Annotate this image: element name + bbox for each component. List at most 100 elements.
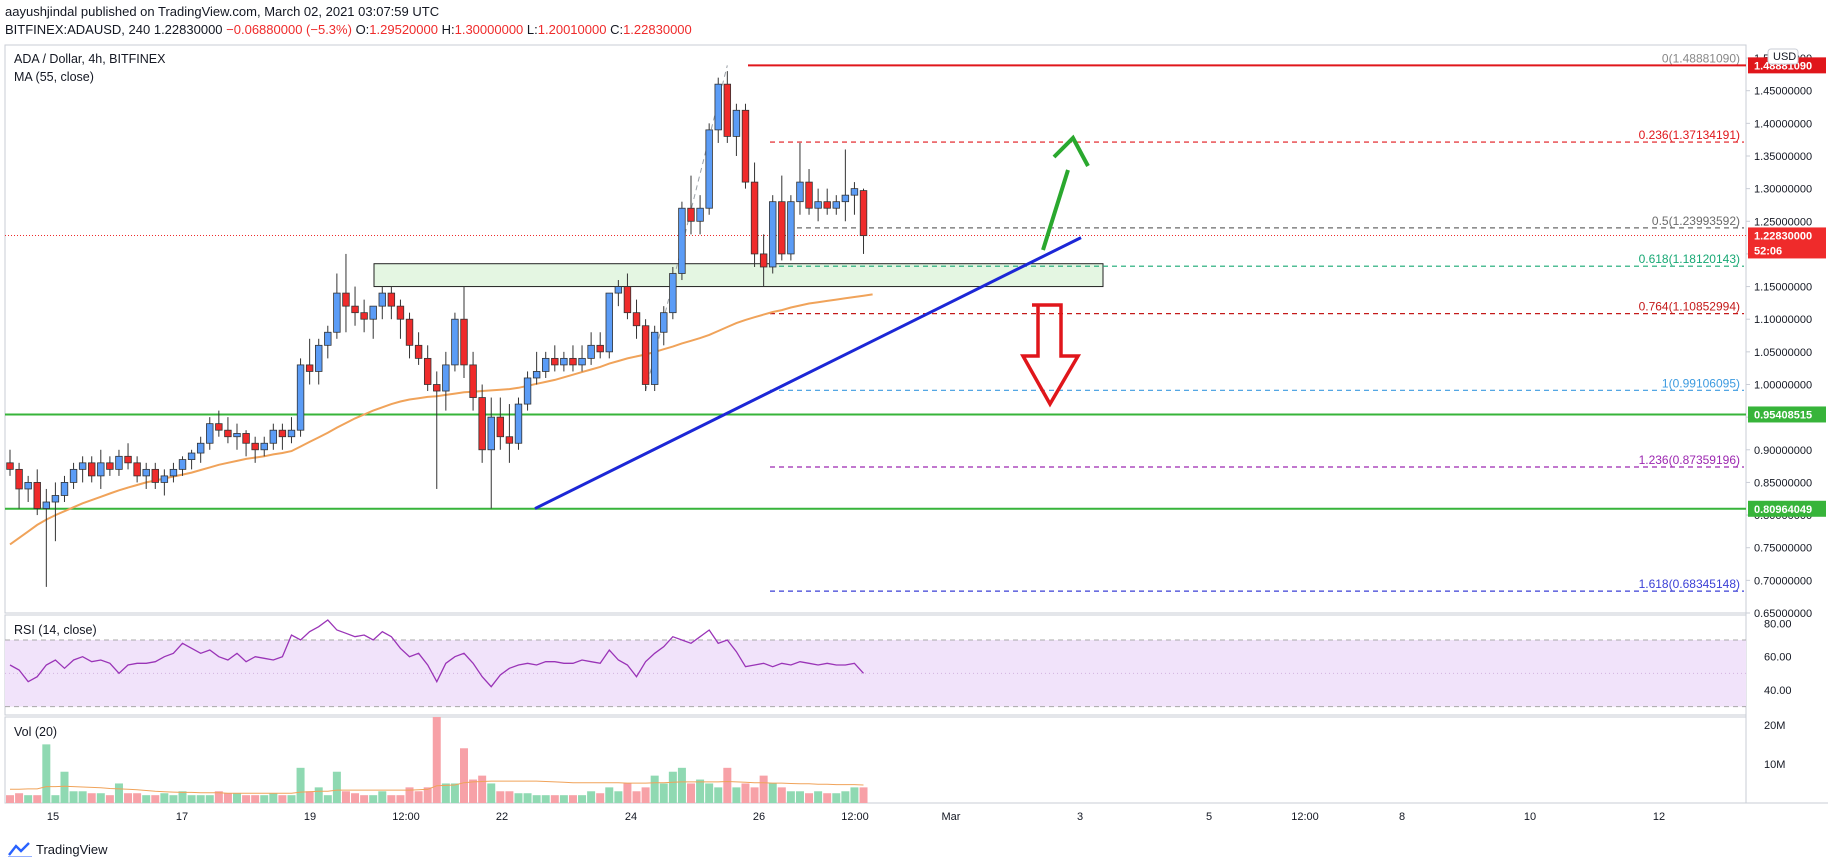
volume-bar (659, 783, 668, 803)
volume-bar (351, 793, 360, 803)
fib-level-0.236-label: 0.236(1.37134191) (1639, 128, 1740, 142)
price-tick-label: 1.45000000 (1754, 86, 1812, 98)
volume-bar (360, 795, 369, 803)
volume-bar (478, 775, 487, 803)
candle-body (632, 312, 641, 327)
fib-level-0-label: 0(1.48881090) (1662, 51, 1740, 65)
candle-body (542, 357, 550, 372)
price-pane[interactable] (4, 44, 1747, 614)
time-tick-label: 8 (1399, 811, 1405, 823)
volume-bar (341, 791, 350, 803)
volume-bar (832, 793, 841, 803)
volume-bar (450, 783, 459, 803)
candle-body (51, 495, 60, 503)
candle-body (342, 292, 350, 307)
rsi-line (9, 619, 864, 688)
volume-bar (777, 787, 786, 803)
candle-body (133, 462, 141, 477)
rsi-tick-label: 60.00 (1764, 652, 1792, 664)
open-label: O: (355, 22, 370, 37)
uptrend-line (534, 236, 1082, 510)
candle-body (614, 286, 623, 294)
symbol-name: BITFINEX:ADAUSD, 240 (5, 22, 151, 37)
volume-bar (87, 793, 96, 803)
volume-bar (332, 771, 341, 803)
candle-body (69, 468, 78, 483)
price-tick-label: 1.10000000 (1754, 314, 1812, 326)
volume-bar (814, 791, 823, 803)
volume-layer: 10M 20M (6, 717, 1785, 803)
candle-body (269, 429, 278, 444)
price-tag-box (1748, 242, 1826, 259)
candle-body (796, 181, 804, 203)
volume-bar (323, 795, 332, 803)
volume-bar (314, 787, 323, 803)
candle-body (623, 286, 632, 314)
volume-bar (42, 744, 51, 803)
volume-bar (650, 775, 659, 803)
volume-bar (578, 795, 587, 803)
low-value: 1.20010000 (537, 22, 607, 37)
candle-body (251, 442, 259, 451)
time-axis-layer[interactable]: 15 17 19 12:00 22 24 26 12:00 Mar 3 5 12:00 8 10 12 (47, 811, 1665, 823)
candle-body (732, 109, 741, 137)
volume-bar (223, 793, 232, 803)
low-label: L: (526, 22, 538, 37)
candle-body (369, 305, 377, 320)
candle-body (787, 201, 795, 255)
candle-body (841, 194, 850, 203)
volume-bar (369, 795, 378, 803)
price-tick-label: 0.85000000 (1754, 477, 1812, 489)
candle-body (15, 468, 23, 490)
volume-bar (696, 779, 705, 803)
volume-bar (859, 787, 868, 803)
volume-bar (178, 791, 187, 803)
volume-bar (278, 795, 287, 803)
candle-body (741, 109, 750, 183)
volume-bar (641, 787, 650, 803)
volume-bar (269, 793, 278, 803)
candle-body (823, 201, 831, 209)
volume-bar (668, 771, 677, 803)
volume-bar (260, 795, 269, 803)
volume-bar (505, 791, 514, 803)
candle-body (687, 207, 695, 222)
volume-bar (850, 787, 859, 803)
candle-body (387, 292, 396, 307)
volume-legend: Vol (20) (14, 725, 57, 739)
currency-badge[interactable] (1767, 48, 1799, 65)
price-tick-label: 1.35000000 (1754, 151, 1812, 163)
volume-bar (187, 795, 196, 803)
volume-bar (632, 791, 641, 803)
candle-body (378, 292, 386, 307)
volume-bar (795, 791, 804, 803)
candle-body (560, 357, 568, 366)
candle-body (78, 462, 87, 470)
time-tick-label: 19 (304, 811, 316, 823)
candle-body (24, 482, 32, 490)
trendline-layer (534, 236, 1082, 510)
candle-body (305, 364, 314, 372)
candle-body (487, 416, 495, 451)
candle-body (324, 331, 332, 346)
high-value: 1.30000000 (454, 22, 524, 37)
price-tick-label: 1.00000000 (1754, 379, 1812, 391)
volume-bar (741, 783, 750, 803)
time-tick-label: 12:00 (841, 811, 869, 823)
time-tick-label: 12:00 (1291, 811, 1319, 823)
volume-bar (441, 783, 450, 803)
volume-bar (487, 783, 496, 803)
candle-body (88, 462, 96, 477)
volume-bar (378, 791, 387, 803)
price-axis-layer[interactable]: 0.650000000.700000000.750000000.80000000… (1746, 53, 1812, 620)
volume-bar (568, 795, 577, 803)
candle-body (469, 364, 477, 398)
resistance-zone-layer (373, 263, 1104, 288)
close-value: 1.22830000 (623, 22, 692, 37)
rsi-layer: 40.00 60.00 80.00 (5, 618, 1792, 708)
volume-bar (105, 795, 114, 803)
volume-bar (469, 779, 478, 803)
candle-body (260, 442, 268, 451)
volume-pane[interactable] (4, 716, 1747, 804)
